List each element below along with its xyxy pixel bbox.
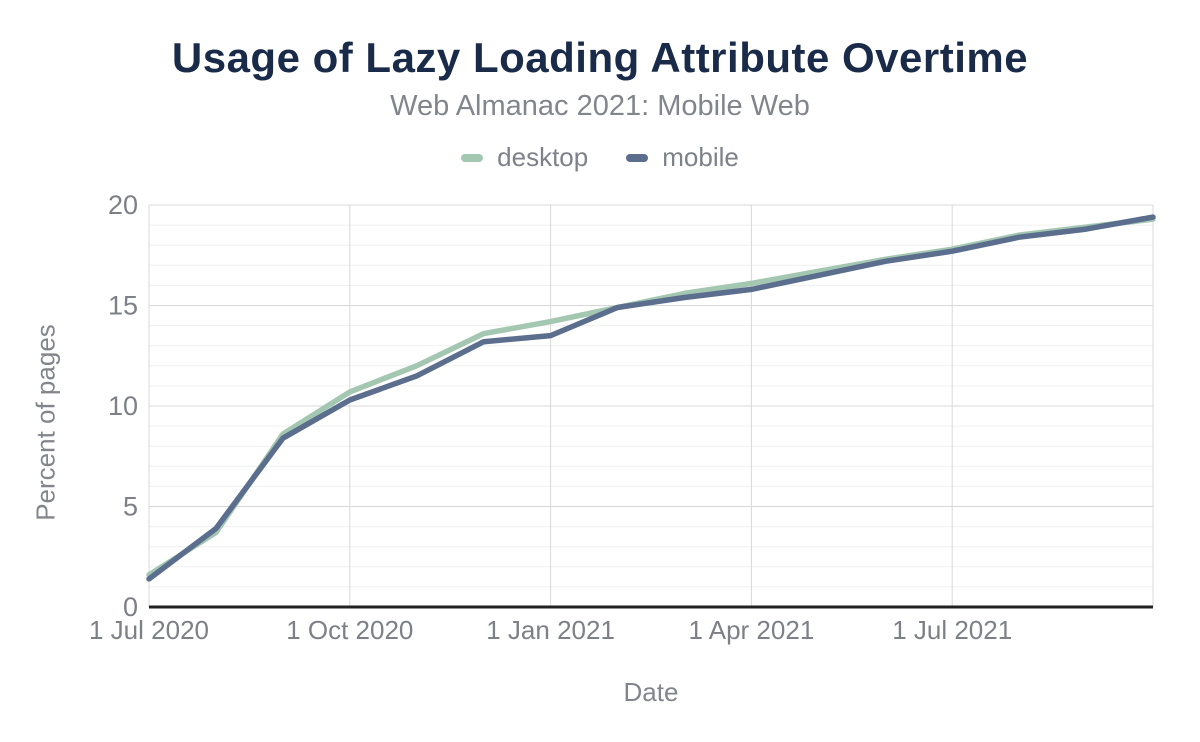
legend-label-mobile: mobile: [662, 142, 739, 172]
legend-item-desktop: desktop: [461, 142, 588, 173]
legend-item-mobile: mobile: [626, 142, 739, 173]
x-tick-label: 1 Apr 2021: [689, 615, 815, 645]
y-axis-title: Percent of pages: [30, 324, 61, 521]
legend-swatch-mobile-icon: [626, 153, 649, 162]
y-tick-label: 20: [108, 190, 138, 220]
y-tick-label: 5: [123, 492, 138, 522]
x-tick-label: 1 Oct 2020: [286, 615, 413, 645]
y-tick-label: 15: [108, 291, 138, 321]
y-tick-label: 0: [123, 592, 138, 622]
x-axis-title: Date: [623, 677, 679, 707]
x-tick-label: 1 Jul 2021: [892, 615, 1012, 645]
x-tick-label: 1 Jan 2021: [486, 615, 615, 645]
x-tick-label: 1 Jul 2020: [89, 615, 209, 645]
y-tick-label: 10: [108, 391, 138, 421]
series-line-desktop: [146, 216, 1156, 578]
chart-subtitle: Web Almanac 2021: Mobile Web: [390, 90, 810, 122]
legend-swatch-desktop-icon: [461, 153, 484, 162]
chart-title: Usage of Lazy Loading Attribute Overtime: [171, 34, 1029, 81]
series-line-mobile: [146, 214, 1156, 582]
legend-label-desktop: desktop: [497, 142, 589, 172]
legend: desktop mobile: [0, 142, 1200, 173]
